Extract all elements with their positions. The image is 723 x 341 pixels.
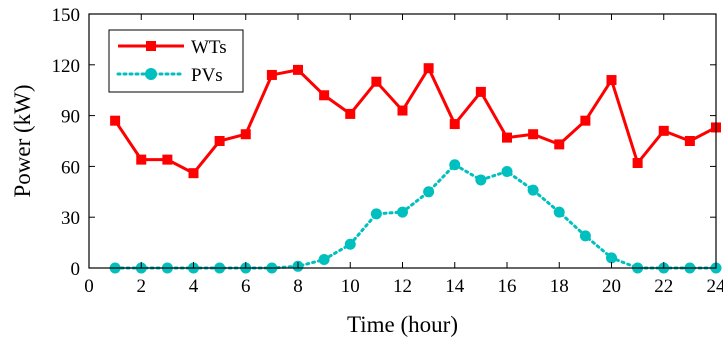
y-tick-label: 120	[52, 56, 81, 77]
data-point-wts	[684, 136, 695, 146]
x-tick-label: 4	[189, 276, 199, 297]
x-tick-label: 14	[445, 276, 465, 297]
series-line-pvs	[113, 163, 718, 270]
data-point-pvs	[423, 186, 435, 198]
data-point-wts	[502, 132, 512, 143]
y-tick-label: 60	[61, 157, 80, 178]
legend-marker-wts	[146, 41, 156, 51]
data-point-wts	[319, 90, 330, 101]
data-point-pvs	[579, 230, 591, 242]
y-axis-label: Power (kW)	[10, 84, 35, 197]
data-point-wts	[606, 75, 617, 86]
data-point-wts	[580, 115, 591, 126]
y-tick-label: 90	[61, 107, 80, 128]
legend-marker-pvs	[145, 68, 157, 80]
x-tick-label: 16	[498, 276, 517, 297]
data-point-wts	[345, 108, 356, 119]
data-point-pvs	[475, 174, 487, 186]
data-point-wts	[554, 139, 565, 150]
x-tick-label: 24	[707, 276, 723, 297]
x-tick-label: 18	[550, 276, 569, 297]
data-point-wts	[136, 154, 147, 165]
data-point-pvs	[449, 159, 461, 171]
y-tick-label: 0	[71, 259, 81, 280]
x-tick-label: 20	[602, 276, 621, 297]
data-point-wts	[240, 129, 251, 140]
y-tick-label: 30	[61, 208, 80, 229]
legend: WTs PVs	[108, 29, 244, 93]
series-line-wts	[113, 66, 717, 175]
data-point-pvs	[397, 206, 408, 218]
data-point-wts	[371, 76, 382, 87]
data-point-pvs	[501, 165, 513, 177]
legend-box	[108, 29, 244, 93]
data-point-pvs	[370, 208, 382, 220]
legend-label-pvs: PVs	[191, 65, 223, 86]
data-point-pvs	[606, 252, 617, 264]
x-tick-label: 8	[293, 276, 303, 297]
data-point-wts	[449, 119, 460, 130]
y-tick-label: 150	[52, 5, 81, 26]
x-tick-label: 6	[241, 276, 251, 297]
data-point-wts	[188, 168, 199, 179]
data-point-pvs	[527, 184, 539, 196]
data-point-wts	[658, 125, 669, 136]
data-point-pvs	[318, 254, 330, 266]
data-point-wts	[214, 136, 225, 146]
x-tick-label: 12	[393, 276, 412, 297]
plot-layer	[109, 63, 722, 274]
data-point-wts	[293, 64, 303, 75]
data-point-wts	[528, 129, 539, 140]
data-point-wts	[423, 63, 434, 74]
data-point-wts	[266, 69, 277, 80]
data-point-wts	[475, 86, 486, 97]
x-tick-label: 0	[84, 276, 94, 297]
x-tick-label: 2	[137, 276, 147, 297]
x-tick-label: 10	[341, 276, 360, 297]
data-point-wts	[110, 115, 121, 126]
data-point-pvs	[553, 206, 565, 218]
data-point-wts	[632, 158, 643, 169]
x-tick-label: 22	[654, 276, 673, 297]
data-point-pvs	[344, 238, 356, 250]
data-point-wts	[397, 105, 408, 116]
x-axis-label: Time (hour)	[347, 312, 458, 337]
data-point-wts	[162, 154, 173, 165]
legend-label-wts: WTs	[191, 37, 227, 58]
